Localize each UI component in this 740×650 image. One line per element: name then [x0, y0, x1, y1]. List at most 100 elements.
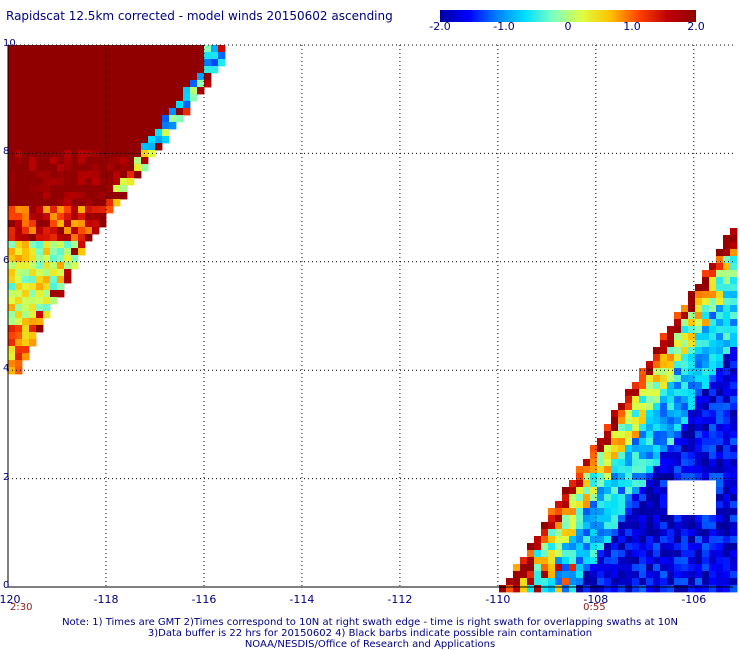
- data-cell: [709, 354, 717, 362]
- wind-difference-map: [7, 44, 738, 593]
- data-cell: [660, 368, 668, 376]
- data-cell: [716, 424, 724, 432]
- data-cell: [730, 333, 738, 341]
- data-cell: [29, 52, 37, 60]
- data-cell: [36, 276, 44, 284]
- data-cell: [155, 129, 163, 137]
- data-cell: [36, 311, 44, 319]
- data-cell: [583, 501, 591, 509]
- data-cell: [43, 262, 51, 270]
- data-cell: [99, 59, 107, 67]
- data-cell: [169, 73, 177, 81]
- data-cell: [99, 45, 107, 53]
- data-cell: [113, 157, 121, 165]
- data-cell: [709, 473, 717, 481]
- data-cell: [106, 59, 114, 67]
- data-cell: [548, 550, 556, 558]
- data-cell: [653, 571, 661, 579]
- data-cell: [632, 452, 640, 460]
- data-cell: [730, 256, 738, 264]
- data-cell: [78, 115, 86, 123]
- data-cell: [702, 522, 710, 530]
- data-cell: [29, 101, 37, 109]
- data-cell: [716, 396, 724, 404]
- data-cell: [716, 368, 724, 376]
- data-cell: [730, 522, 738, 530]
- data-cell: [646, 417, 654, 425]
- data-cell: [562, 536, 570, 544]
- data-cell: [22, 178, 30, 186]
- data-cell: [57, 241, 65, 249]
- data-cell: [15, 199, 23, 207]
- data-cell: [730, 270, 738, 278]
- data-cell: [674, 389, 682, 397]
- data-cell: [120, 115, 128, 123]
- data-cell: [688, 368, 696, 376]
- data-cell: [597, 480, 605, 488]
- data-cell: [85, 73, 93, 81]
- data-cell: [702, 368, 710, 376]
- data-cell: [36, 80, 44, 88]
- data-cell: [674, 515, 682, 523]
- data-cell: [92, 136, 100, 144]
- data-cell: [155, 101, 163, 109]
- data-cell: [709, 431, 717, 439]
- data-cell: [64, 262, 72, 270]
- data-cell: [57, 59, 65, 67]
- data-cell: [43, 164, 51, 172]
- data-cell: [723, 326, 731, 334]
- data-cell: [78, 66, 86, 74]
- data-cell: [197, 87, 205, 95]
- data-cell: [730, 515, 738, 523]
- data-cell: [632, 410, 640, 418]
- data-cell: [590, 501, 598, 509]
- data-cell: [688, 410, 696, 418]
- data-cell: [85, 157, 93, 165]
- data-cell: [71, 80, 79, 88]
- data-cell: [99, 157, 107, 165]
- data-cell: [667, 522, 675, 530]
- data-cell: [716, 466, 724, 474]
- data-cell: [646, 389, 654, 397]
- data-cell: [653, 487, 661, 495]
- data-cell: [141, 115, 149, 123]
- data-cell: [64, 157, 72, 165]
- data-cell: [106, 171, 114, 179]
- data-cell: [57, 206, 65, 214]
- data-cell: [15, 269, 23, 277]
- data-cell: [653, 452, 661, 460]
- data-cell: [15, 115, 23, 123]
- data-cell: [8, 311, 16, 319]
- data-cell: [78, 213, 86, 221]
- data-cell: [562, 564, 570, 572]
- data-cell: [22, 185, 30, 193]
- data-cell: [653, 557, 661, 565]
- data-cell: [50, 122, 58, 130]
- data-cell: [611, 536, 619, 544]
- data-cell: [681, 459, 689, 467]
- data-cell: [632, 459, 640, 467]
- data-cell: [625, 557, 633, 565]
- data-cell: [176, 115, 184, 123]
- data-cell: [190, 94, 198, 102]
- data-cell: [723, 256, 731, 264]
- colorbar-tick-label: -2.0: [429, 20, 451, 33]
- data-cell: [695, 368, 703, 376]
- data-cell: [113, 87, 121, 95]
- data-cell: [576, 522, 584, 530]
- data-cell: [36, 318, 44, 326]
- data-cell: [618, 578, 626, 586]
- data-cell: [695, 445, 703, 453]
- data-cell: [646, 543, 654, 551]
- data-cell: [667, 410, 675, 418]
- data-cell: [78, 192, 86, 200]
- data-cell: [702, 459, 710, 467]
- data-cell: [204, 52, 212, 60]
- data-cell: [8, 339, 16, 347]
- data-cell: [716, 382, 724, 390]
- data-cell: [597, 501, 605, 509]
- data-cell: [36, 199, 44, 207]
- data-cell: [127, 66, 135, 74]
- data-cell: [674, 473, 682, 481]
- data-cell: [569, 480, 577, 488]
